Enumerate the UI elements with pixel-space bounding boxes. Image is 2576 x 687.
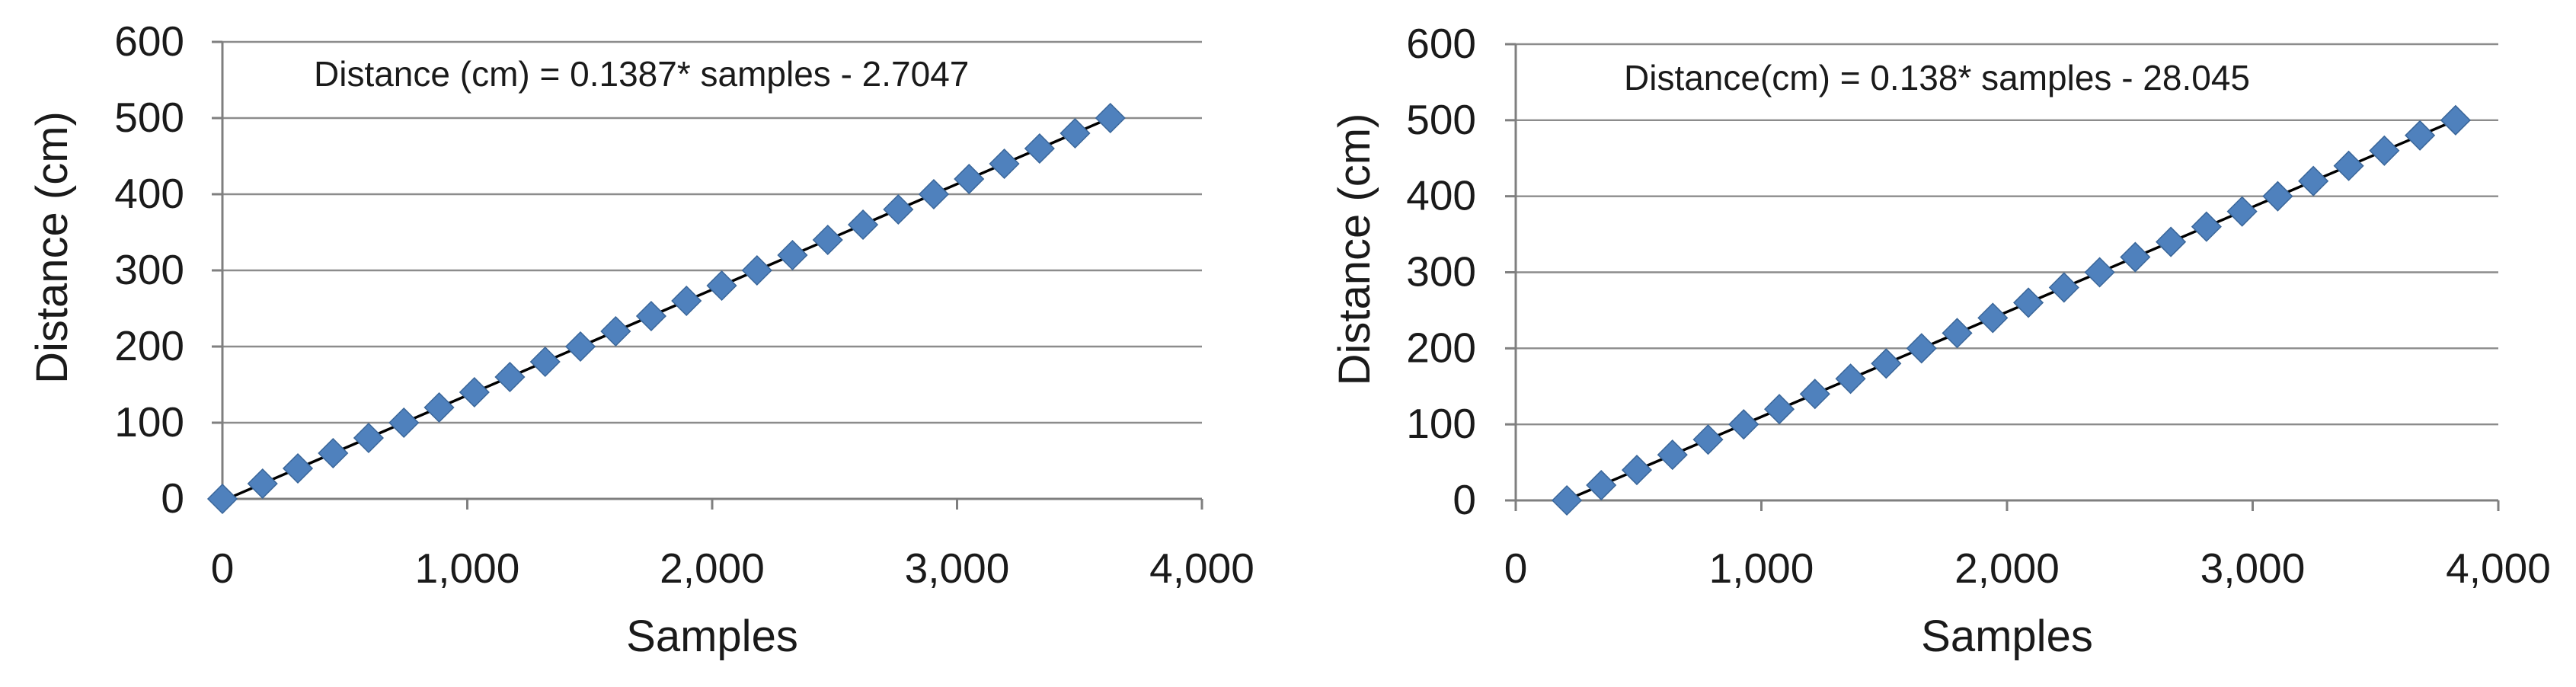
- y-axis-label-left: Distance (cm): [27, 111, 77, 384]
- y-axis-label-right: Distance (cm): [1330, 113, 1379, 386]
- data-point-right-19: [2226, 196, 2258, 227]
- data-point-right-15: [2084, 257, 2115, 288]
- x-tick-labels-right: 0 1,000 2,000 3,000 4,000: [1504, 500, 2551, 592]
- data-point-left-14: [706, 270, 737, 302]
- data-point-left-22: [989, 148, 1020, 180]
- data-points-left: [206, 102, 1126, 515]
- x-axis-label-right: Samples: [1921, 612, 2093, 661]
- x-tick-label-right-2000: 2,000: [1954, 545, 2060, 592]
- data-point-left-5: [388, 407, 420, 439]
- data-point-right-0: [1552, 484, 1583, 516]
- data-point-right-20: [2262, 181, 2293, 212]
- data-point-right-9: [1871, 348, 1902, 379]
- data-point-left-19: [883, 193, 914, 225]
- data-point-left-12: [635, 300, 667, 332]
- data-point-left-17: [812, 224, 843, 256]
- chart-right: 0 100 200 300 400 500 600 0 1,000 2,000 3,000 4,00…: [1330, 20, 2551, 661]
- data-point-left-4: [353, 422, 384, 454]
- y-tick-labels-left: 0 100 200 300 400 500 600: [114, 18, 222, 522]
- x-tick-label-left-3000: 3,000: [905, 545, 1010, 592]
- data-point-left-16: [777, 239, 808, 271]
- gridlines-right: [1516, 43, 2498, 426]
- data-point-right-25: [2440, 104, 2471, 136]
- data-point-right-18: [2191, 211, 2222, 242]
- data-point-right-2: [1621, 455, 1653, 486]
- x-tick-label-right-4000: 4,000: [2446, 545, 2551, 592]
- data-point-left-18: [847, 209, 879, 241]
- y-tick-label-right-100: 100: [1406, 400, 1476, 447]
- x-tick-label-right-1000: 1,000: [1709, 545, 1814, 592]
- y-tick-label-right-0: 0: [1453, 476, 1476, 523]
- y-tick-label-right-300: 300: [1406, 248, 1476, 296]
- x-tick-label-right-3000: 3,000: [2200, 545, 2306, 592]
- data-point-left-1: [247, 468, 278, 500]
- data-point-left-8: [494, 361, 526, 393]
- data-point-left-20: [918, 178, 950, 210]
- data-point-left-21: [954, 163, 985, 195]
- data-point-left-10: [564, 331, 596, 363]
- y-tick-label-right-600: 600: [1406, 20, 1476, 67]
- data-point-right-16: [2120, 241, 2151, 273]
- data-point-right-10: [1906, 333, 1937, 364]
- data-point-left-3: [318, 437, 349, 469]
- data-point-left-25: [1095, 102, 1126, 134]
- y-tick-label-right-500: 500: [1406, 96, 1476, 143]
- data-point-left-6: [423, 391, 455, 423]
- data-point-right-7: [1799, 379, 1830, 410]
- data-point-left-0: [206, 483, 238, 515]
- data-point-right-6: [1763, 394, 1795, 425]
- data-points-right: [1552, 104, 2471, 516]
- x-tick-label-left-2000: 2,000: [660, 545, 765, 592]
- data-point-left-11: [600, 315, 631, 347]
- x-tick-label-left-1000: 1,000: [415, 545, 520, 592]
- y-tick-label-right-200: 200: [1406, 324, 1476, 371]
- data-point-left-24: [1059, 117, 1091, 149]
- data-point-right-8: [1835, 363, 1866, 395]
- data-point-right-13: [2012, 287, 2044, 318]
- data-point-right-11: [1942, 318, 1973, 349]
- chart-left: 0 100 200 300 400 500 600 0 1,000 2,000 3,000 4,00…: [27, 18, 1254, 661]
- data-point-left-2: [282, 452, 314, 484]
- gridlines-left: [222, 40, 1202, 424]
- y-tick-labels-right: 0 100 200 300 400 500 600: [1406, 20, 1516, 523]
- x-tick-labels-left: 0 1,000 2,000 3,000 4,000: [211, 499, 1254, 592]
- data-point-right-4: [1692, 424, 1724, 455]
- y-tick-label-left-100: 100: [114, 398, 184, 446]
- data-point-right-1: [1586, 469, 1617, 501]
- equation-annotation-right: Distance(cm) = 0.138* samples - 28.045: [1624, 58, 2250, 97]
- data-point-left-13: [671, 285, 702, 317]
- y-tick-label-right-400: 400: [1406, 172, 1476, 219]
- x-tick-label-left-4000: 4,000: [1149, 545, 1254, 592]
- data-point-right-5: [1728, 409, 1759, 440]
- x-axis-label-left: Samples: [626, 612, 798, 661]
- y-tick-label-left-500: 500: [114, 94, 184, 141]
- y-tick-label-left-600: 600: [114, 18, 184, 65]
- equation-annotation-left: Distance (cm) = 0.1387* samples - 2.7047: [314, 54, 969, 94]
- y-tick-label-left-0: 0: [161, 475, 184, 522]
- data-point-right-22: [2333, 150, 2364, 181]
- data-point-right-12: [1977, 302, 2009, 334]
- y-tick-label-left-400: 400: [114, 170, 184, 217]
- y-tick-label-left-200: 200: [114, 322, 184, 369]
- data-point-right-17: [2156, 226, 2187, 257]
- data-point-right-23: [2369, 135, 2400, 166]
- data-point-right-14: [2048, 272, 2079, 303]
- data-point-right-21: [2298, 165, 2329, 197]
- data-point-left-15: [741, 254, 772, 286]
- data-point-right-3: [1657, 439, 1688, 471]
- data-point-left-23: [1024, 133, 1055, 165]
- y-tick-label-left-300: 300: [114, 246, 184, 293]
- data-point-left-7: [459, 376, 490, 408]
- data-point-left-9: [529, 346, 561, 378]
- data-point-right-24: [2405, 120, 2436, 151]
- x-tick-label-left-0: 0: [211, 545, 235, 592]
- x-tick-label-right-0: 0: [1504, 545, 1528, 592]
